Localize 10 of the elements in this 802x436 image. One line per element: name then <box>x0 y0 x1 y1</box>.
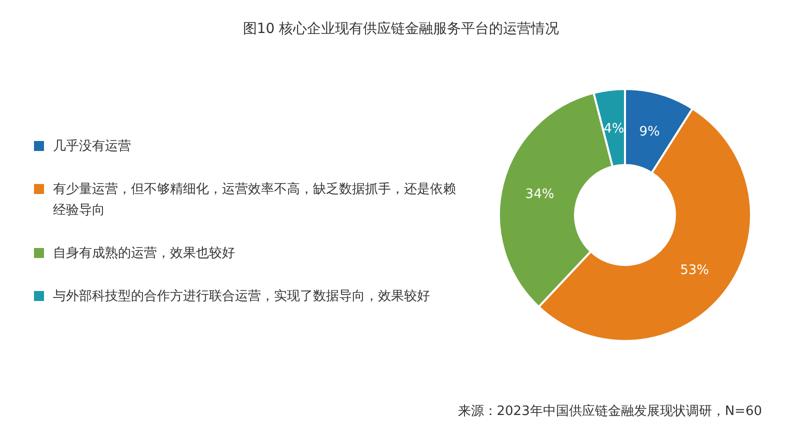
source-note: 来源：2023年中国供应链金融发展现状调研，N=60 <box>458 403 762 420</box>
chart-title: 图10 核心企业现有供应链金融服务平台的运营情况 <box>242 20 560 38</box>
data-label: 53% <box>680 262 709 278</box>
legend-label: 自身有成熟的运营，效果也较好 <box>53 245 235 263</box>
legend-label: 几乎没有运营 <box>53 138 131 156</box>
data-label: 9% <box>639 124 660 140</box>
legend-label: 有少量运营，但不够精细化，运营效率不高，缺乏数据抓手，还是依赖经验导向 <box>53 181 457 220</box>
data-label: 4% <box>604 122 624 137</box>
legend-label: 与外部科技型的合作方进行联合运营，实现了数据导向，效果较好 <box>53 288 430 306</box>
data-label: 34% <box>525 187 554 202</box>
